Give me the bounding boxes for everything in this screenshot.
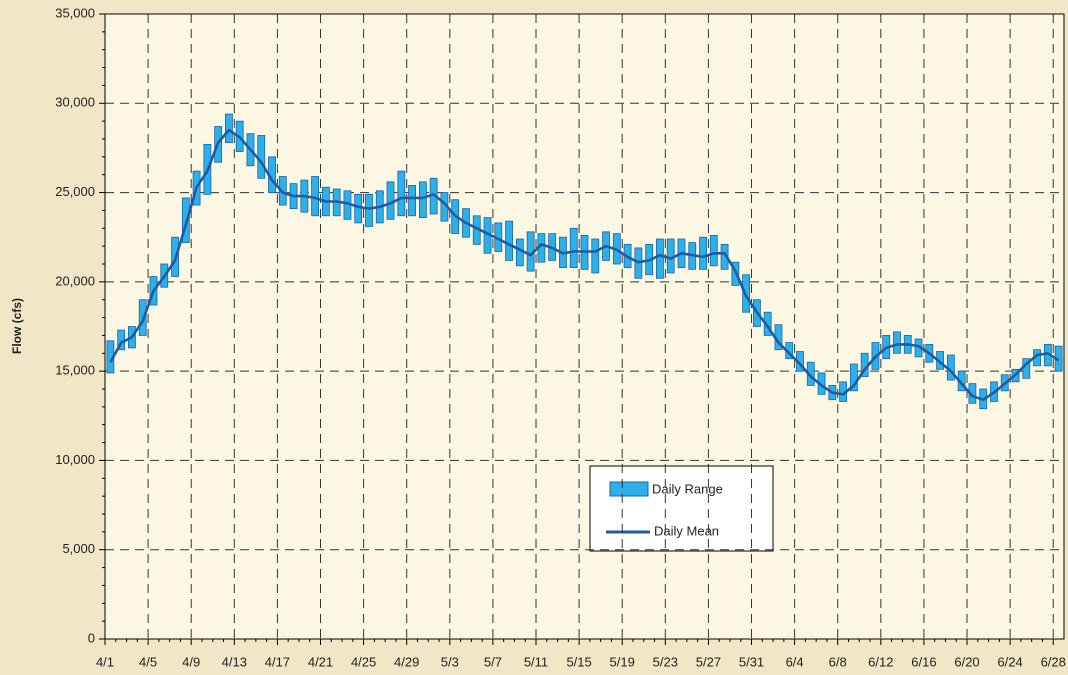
y-tick-label: 30,000 [55, 95, 95, 110]
x-tick-label: 6/4 [786, 654, 804, 669]
x-tick-label: 4/13 [222, 654, 247, 669]
x-tick-label: 6/28 [1041, 654, 1066, 669]
range-bar [354, 193, 363, 224]
range-bar [893, 331, 901, 354]
x-tick-label: 6/24 [997, 654, 1022, 669]
range-bar [569, 227, 578, 268]
x-tick-label: 4/1 [96, 654, 114, 669]
range-bar [656, 238, 664, 279]
x-tick-label: 5/3 [441, 654, 459, 669]
y-axis-label: Flow (cfs) [10, 298, 24, 354]
range-bar [397, 170, 406, 217]
range-bar [699, 236, 707, 270]
x-tick-label: 5/27 [696, 654, 721, 669]
range-bar [505, 220, 513, 261]
y-tick-label: 0 [88, 630, 95, 645]
x-tick-label: 6/8 [829, 654, 847, 669]
mean-line [109, 128, 1060, 401]
y-tick-label: 5,000 [62, 541, 95, 556]
legend: Daily Range Daily Mean [589, 465, 774, 552]
x-tick-label: 5/31 [739, 654, 764, 669]
legend-swatch [609, 481, 649, 497]
y-tick-label: 15,000 [55, 363, 95, 378]
range-bar [408, 185, 416, 217]
y-tick-label: 20,000 [55, 273, 95, 288]
y-tick-label: 25,000 [55, 184, 95, 199]
x-tick-label: 4/17 [265, 654, 290, 669]
x-tick-label: 6/12 [868, 654, 893, 669]
legend-label: Daily Range [652, 481, 723, 496]
x-tick-label: 4/21 [308, 654, 333, 669]
range-bar [225, 113, 233, 143]
x-tick-label: 5/15 [566, 654, 591, 669]
range-bar [365, 193, 373, 227]
y-tick-label: 10,000 [55, 452, 95, 467]
y-tick-label: 35,000 [55, 5, 95, 20]
range-bar [311, 176, 320, 217]
range-bar [709, 235, 718, 267]
plot-area [105, 14, 1064, 639]
x-tick-label: 5/7 [484, 654, 502, 669]
x-tick-label: 6/20 [954, 654, 979, 669]
range-bar [257, 135, 266, 179]
x-tick-label: 5/23 [653, 654, 678, 669]
legend-label: Daily Mean [654, 523, 719, 538]
legend-box [589, 465, 774, 552]
x-tick-label: 4/5 [139, 654, 157, 669]
range-bar [418, 181, 427, 218]
x-tick-label: 4/25 [351, 654, 376, 669]
x-tick-label: 4/29 [394, 654, 419, 669]
range-bar [849, 363, 858, 392]
x-tick-label: 6/16 [911, 654, 936, 669]
x-tick-label: 5/19 [610, 654, 635, 669]
range-bar [591, 238, 600, 274]
plot-frame [104, 13, 1065, 640]
x-tick-label: 5/11 [524, 654, 548, 669]
x-tick-label: 4/9 [182, 654, 200, 669]
